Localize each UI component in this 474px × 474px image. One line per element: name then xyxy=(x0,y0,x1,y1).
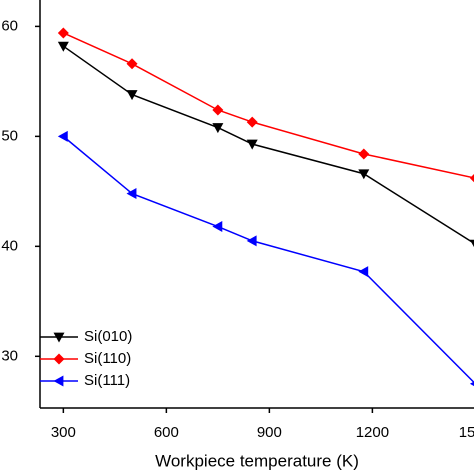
x-tick-label: 900 xyxy=(257,424,282,441)
marker xyxy=(469,381,474,387)
marker xyxy=(126,90,138,101)
marker xyxy=(212,221,223,233)
marker xyxy=(212,123,224,134)
legend-marker xyxy=(53,375,64,387)
x-tick-label: 1200 xyxy=(356,424,389,441)
y-tick-label: 60 xyxy=(1,17,18,34)
series-line xyxy=(63,32,474,179)
legend-marker xyxy=(53,353,65,365)
marker xyxy=(469,239,474,248)
marker xyxy=(57,41,69,52)
series-line xyxy=(62,45,474,245)
y-tick-label: 50 xyxy=(1,127,18,144)
series-line xyxy=(62,135,474,384)
y-tick-label: 30 xyxy=(1,347,18,364)
legend-label: Si(010) xyxy=(84,328,132,345)
x-tick-label: 600 xyxy=(154,424,179,441)
x-tick-label: 300 xyxy=(51,424,76,441)
marker xyxy=(126,188,137,200)
y-tick-label: 40 xyxy=(1,237,18,254)
x-axis-label: Workpiece temperature (K) xyxy=(155,451,359,470)
marker xyxy=(57,27,69,39)
marker xyxy=(57,130,68,142)
x-tick-label: 1500 xyxy=(459,424,474,441)
marker xyxy=(358,266,369,278)
marker xyxy=(126,58,138,70)
marker xyxy=(469,174,474,183)
marker xyxy=(246,235,257,247)
marker xyxy=(246,116,258,128)
legend-label: Si(111) xyxy=(84,372,130,389)
marker xyxy=(212,104,224,116)
marker xyxy=(246,139,258,150)
marker xyxy=(358,148,370,160)
marker xyxy=(358,169,370,180)
legend-label: Si(110) xyxy=(84,350,131,367)
legend-marker xyxy=(53,332,65,343)
